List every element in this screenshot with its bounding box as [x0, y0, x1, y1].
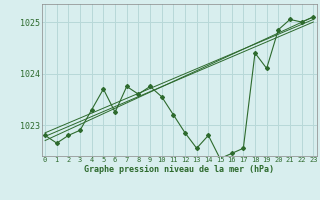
X-axis label: Graphe pression niveau de la mer (hPa): Graphe pression niveau de la mer (hPa) [84, 165, 274, 174]
